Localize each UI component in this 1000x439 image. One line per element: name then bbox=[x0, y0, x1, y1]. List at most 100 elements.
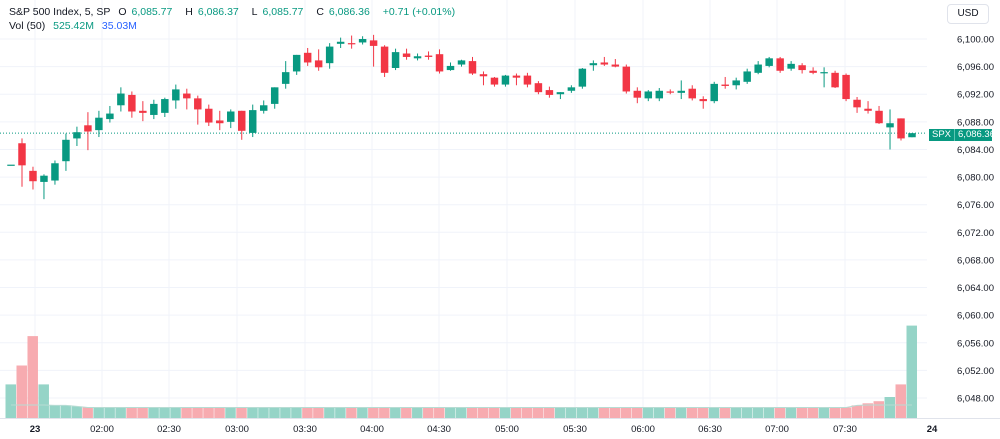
candle-body bbox=[259, 105, 268, 111]
volume-bar bbox=[148, 407, 159, 418]
candle-body bbox=[864, 108, 872, 111]
volume-bar bbox=[324, 407, 335, 418]
candle-body bbox=[216, 120, 224, 124]
candle-body bbox=[424, 55, 433, 57]
close-value: 6,086.36 bbox=[328, 6, 370, 18]
volume-bar bbox=[521, 407, 533, 418]
change-value: +0.71 (+0.01%) bbox=[382, 6, 456, 18]
candle-body bbox=[908, 133, 916, 138]
candle-body bbox=[534, 83, 543, 93]
candle-body bbox=[732, 80, 740, 86]
volume-bar bbox=[49, 405, 60, 418]
x-tick-label: 04:00 bbox=[360, 424, 384, 435]
candle-body bbox=[699, 99, 707, 102]
volume-bar bbox=[884, 397, 896, 418]
volume-bar bbox=[126, 407, 137, 418]
x-tick-label: 07:00 bbox=[765, 424, 789, 435]
volume-bar bbox=[456, 407, 467, 418]
candle-body bbox=[413, 56, 422, 59]
candle-body bbox=[161, 99, 169, 113]
price-tag-symbol: SPX bbox=[929, 129, 956, 141]
volume-bar bbox=[335, 407, 346, 418]
candle-body bbox=[40, 175, 48, 182]
candle-body bbox=[95, 117, 103, 131]
candle-body bbox=[314, 60, 323, 68]
candle-body bbox=[688, 88, 696, 99]
candle-body bbox=[479, 74, 488, 77]
volume-label: Vol (50) bbox=[9, 20, 46, 32]
candle-body bbox=[183, 93, 191, 99]
volume-bar bbox=[642, 407, 654, 418]
candle-body bbox=[205, 108, 213, 123]
candle-body bbox=[281, 72, 290, 84]
volume-bar bbox=[93, 407, 104, 418]
candle-body bbox=[62, 139, 70, 162]
volume-bar bbox=[445, 407, 456, 418]
candle-body bbox=[798, 65, 806, 71]
x-tick-label: 06:30 bbox=[698, 424, 722, 435]
candle-body bbox=[139, 110, 147, 113]
volume-legend: Vol (50) 525.42M 35.03M bbox=[9, 20, 142, 32]
candle-body bbox=[150, 103, 158, 115]
volume-bar bbox=[181, 407, 192, 418]
volume-value: 525.42M bbox=[53, 20, 94, 32]
volume-bar bbox=[214, 407, 225, 418]
candle-body bbox=[655, 90, 664, 99]
candle-body bbox=[600, 62, 609, 65]
volume-bar bbox=[840, 407, 852, 418]
candle-body bbox=[820, 72, 828, 74]
volume-bar bbox=[598, 407, 610, 418]
candle-body bbox=[545, 90, 554, 95]
volume-bar bbox=[346, 407, 357, 418]
x-tick-label: 06:00 bbox=[631, 424, 655, 435]
volume-bar bbox=[906, 325, 917, 418]
high-value: 6,086.37 bbox=[197, 6, 239, 18]
volume-bar bbox=[708, 407, 720, 418]
volume-bar bbox=[104, 407, 115, 418]
symbol-title: S&P 500 Index, 5, SP bbox=[9, 6, 111, 18]
candle-body bbox=[84, 125, 92, 132]
candle-body bbox=[325, 46, 334, 64]
y-tick-label: 6,068.00 bbox=[957, 255, 994, 266]
volume-bar bbox=[587, 407, 599, 418]
open-field: O 6,085.77 bbox=[118, 6, 177, 18]
high-label: H bbox=[185, 6, 193, 18]
volume-bar bbox=[291, 407, 302, 418]
volume-bar bbox=[664, 407, 676, 418]
y-tick-label: 6,048.00 bbox=[957, 394, 994, 405]
candle-body bbox=[589, 63, 598, 66]
candle-body bbox=[886, 123, 894, 128]
volume-ma-value: 35.03M bbox=[101, 20, 137, 32]
candle-body bbox=[435, 54, 444, 72]
volume-bar bbox=[730, 407, 742, 418]
x-tick-label: 23 bbox=[30, 424, 41, 435]
candle-body bbox=[578, 68, 587, 87]
volume-bar bbox=[357, 407, 368, 418]
candle-body bbox=[754, 64, 762, 73]
candle-body bbox=[743, 71, 751, 82]
candle-body bbox=[7, 164, 15, 166]
close-field: C 6,086.36 bbox=[316, 6, 374, 18]
volume-bar bbox=[697, 407, 709, 418]
candle-body bbox=[721, 84, 729, 86]
candle-body bbox=[402, 53, 411, 57]
x-tick-label: 02:00 bbox=[90, 424, 114, 435]
volume-bar bbox=[532, 407, 544, 418]
volume-bar bbox=[543, 407, 555, 418]
candle-body bbox=[18, 143, 26, 166]
volume-bar bbox=[829, 407, 841, 418]
volume-bar bbox=[818, 407, 830, 418]
candle-body bbox=[468, 61, 477, 74]
currency-button[interactable]: USD bbox=[947, 4, 989, 24]
volume-bar bbox=[554, 407, 566, 418]
volume-bar bbox=[280, 407, 291, 418]
candle-body bbox=[787, 63, 795, 69]
candle-body bbox=[556, 92, 565, 95]
volume-bar bbox=[412, 407, 423, 418]
volume-bar bbox=[159, 407, 170, 418]
candle-body bbox=[611, 64, 620, 67]
candle-body bbox=[853, 99, 861, 108]
candle-body bbox=[897, 118, 905, 139]
x-tick-label: 03:30 bbox=[293, 424, 317, 435]
